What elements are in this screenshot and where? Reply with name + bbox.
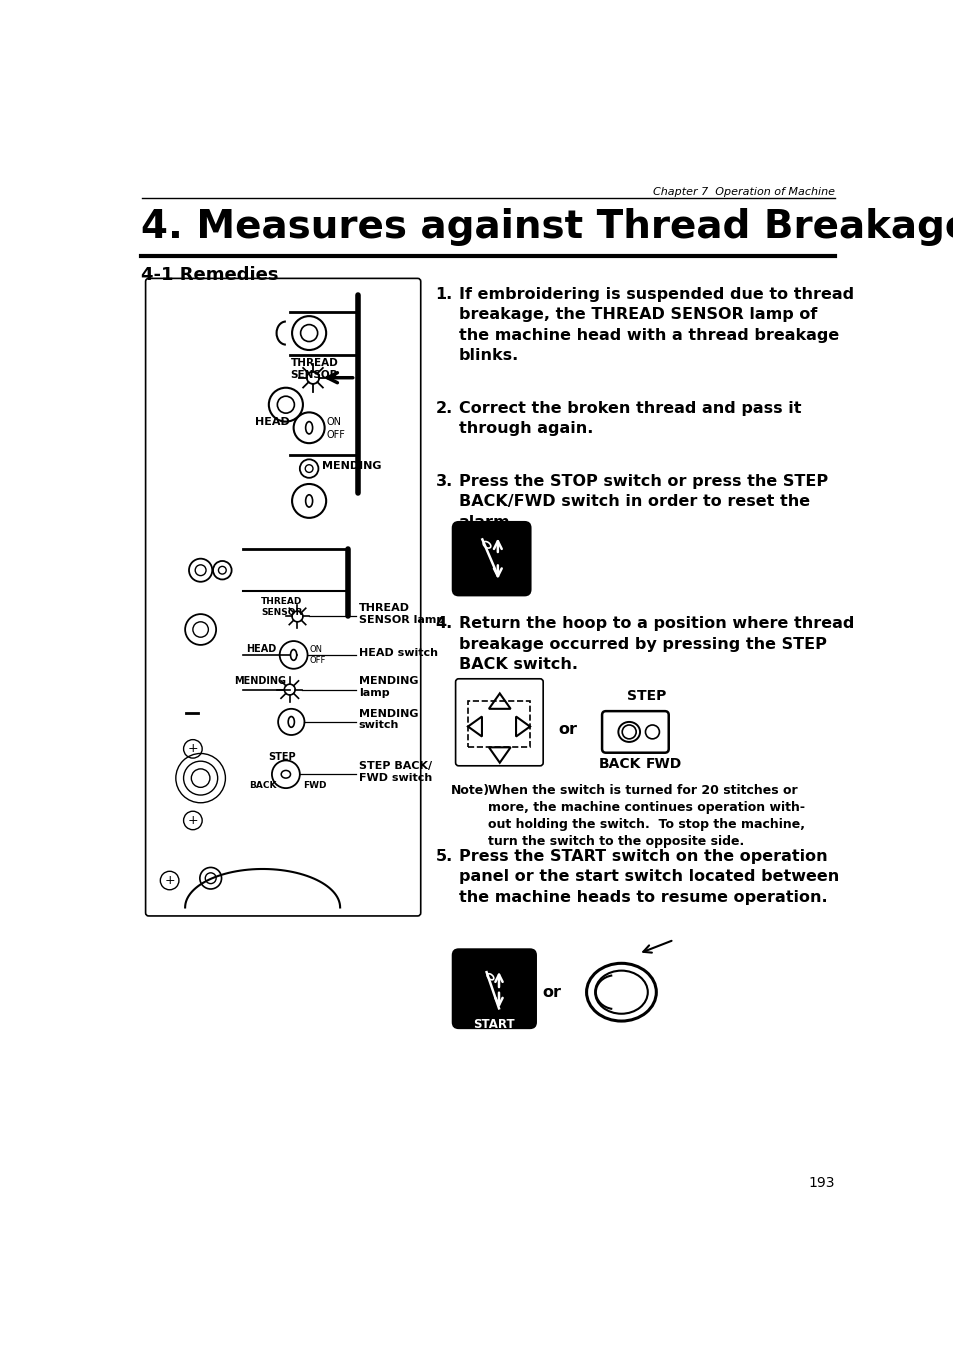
Text: OFF: OFF — [326, 430, 345, 439]
Text: Correct the broken thread and pass it
through again.: Correct the broken thread and pass it th… — [458, 401, 801, 436]
Text: +: + — [188, 742, 198, 755]
Text: Chapter 7  Operation of Machine: Chapter 7 Operation of Machine — [653, 186, 835, 197]
Bar — [468, 701, 530, 747]
Text: MENDING
switch: MENDING switch — [358, 709, 417, 731]
Text: 5.: 5. — [435, 848, 453, 863]
Ellipse shape — [281, 770, 291, 778]
Text: Press the START switch on the operation
panel or the start switch located betwee: Press the START switch on the operation … — [458, 848, 838, 905]
Text: 4.: 4. — [435, 616, 453, 631]
Text: 193: 193 — [808, 1177, 835, 1190]
Text: 4. Measures against Thread Breakage: 4. Measures against Thread Breakage — [141, 208, 953, 246]
Text: THREAD
SENSOR: THREAD SENSOR — [291, 358, 338, 380]
Text: HEAD: HEAD — [246, 644, 276, 654]
Text: or: or — [541, 985, 560, 1000]
Text: MENDING: MENDING — [321, 461, 380, 471]
Text: MENDING: MENDING — [233, 676, 286, 686]
Ellipse shape — [291, 650, 296, 661]
Ellipse shape — [305, 422, 313, 434]
FancyBboxPatch shape — [456, 678, 542, 766]
Text: HEAD switch: HEAD switch — [358, 647, 437, 658]
Ellipse shape — [305, 494, 313, 507]
Text: Note): Note) — [451, 785, 490, 797]
Text: START: START — [473, 1017, 515, 1031]
Text: OFF: OFF — [309, 655, 325, 665]
Text: STEP: STEP — [626, 689, 665, 703]
Text: 4-1 Remedies: 4-1 Remedies — [141, 266, 278, 284]
Text: Return the hoop to a position where thread
breakage occurred by pressing the STE: Return the hoop to a position where thre… — [458, 616, 853, 673]
Text: 1.: 1. — [435, 286, 453, 301]
Text: THREAD
SENSOR: THREAD SENSOR — [261, 597, 302, 616]
Ellipse shape — [288, 716, 294, 727]
Text: +: + — [164, 874, 174, 888]
Text: 3.: 3. — [435, 474, 453, 489]
Text: +: + — [188, 813, 198, 827]
Text: FWD: FWD — [645, 758, 681, 771]
Text: If embroidering is suspended due to thread
breakage, the THREAD SENSOR lamp of
t: If embroidering is suspended due to thre… — [458, 286, 853, 363]
Text: STEP BACK/
FWD switch: STEP BACK/ FWD switch — [358, 761, 432, 782]
Text: 2.: 2. — [435, 401, 453, 416]
Text: HEAD: HEAD — [254, 416, 290, 427]
Text: THREAD
SENSOR lamp: THREAD SENSOR lamp — [358, 604, 443, 626]
Text: FWD: FWD — [303, 781, 326, 790]
FancyBboxPatch shape — [146, 278, 420, 916]
Text: or: or — [558, 723, 577, 738]
Text: BACK: BACK — [598, 758, 640, 771]
Text: BACK: BACK — [249, 781, 276, 790]
FancyBboxPatch shape — [452, 521, 531, 596]
Text: When the switch is turned for 20 stitches or
more, the machine continues operati: When the switch is turned for 20 stitche… — [488, 785, 804, 848]
Text: STEP: STEP — [268, 753, 295, 762]
Text: Press the STOP switch or press the STEP
BACK/FWD switch in order to reset the
al: Press the STOP switch or press the STEP … — [458, 474, 827, 530]
FancyBboxPatch shape — [452, 948, 537, 1029]
Text: ON: ON — [326, 417, 341, 427]
Text: ON: ON — [309, 644, 322, 654]
Text: MENDING
lamp: MENDING lamp — [358, 677, 417, 698]
